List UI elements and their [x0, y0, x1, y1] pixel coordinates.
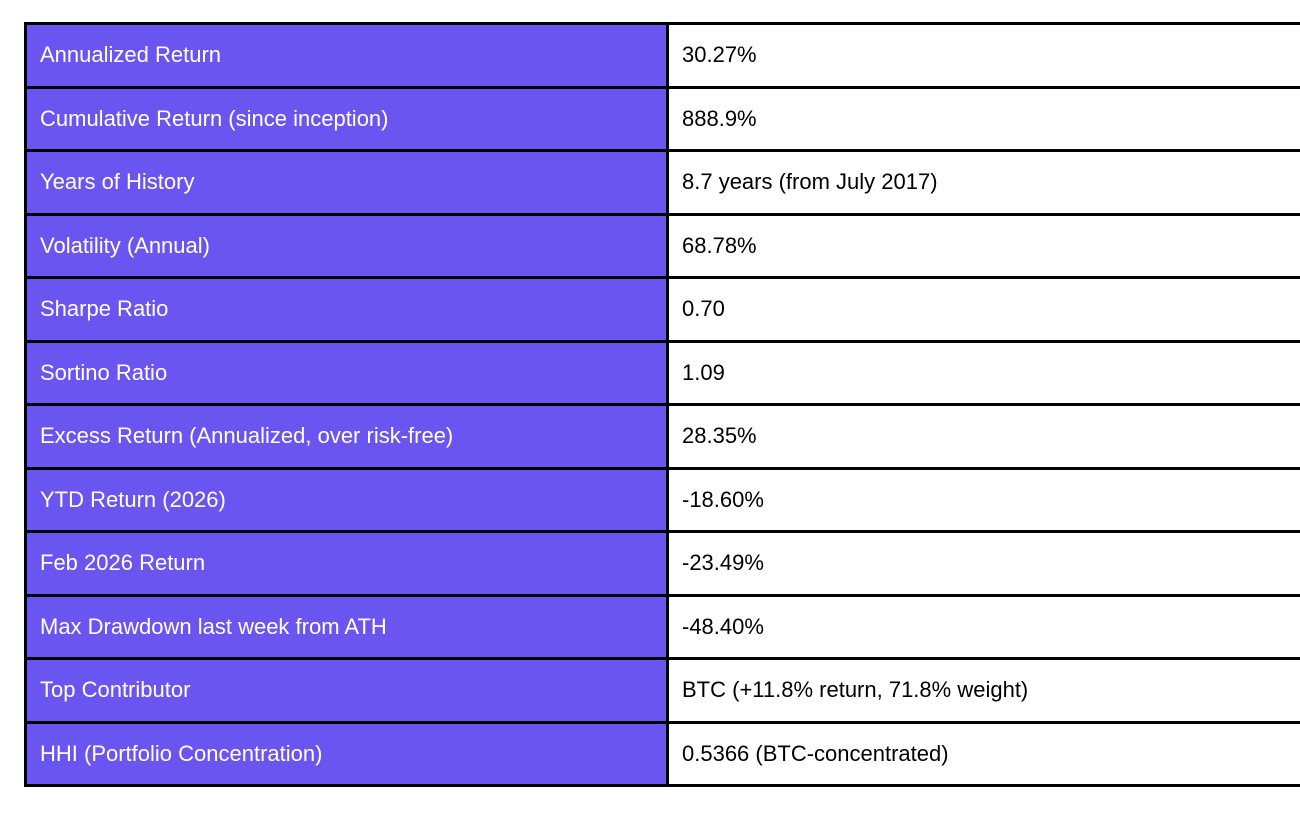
metric-label-cell: Sharpe Ratio — [24, 276, 669, 343]
metric-value-cell: 888.9% — [666, 85, 1300, 152]
metric-label-cell: Feb 2026 Return — [24, 530, 669, 597]
metric-value-cell: 0.70 — [666, 276, 1300, 343]
metric-label-cell: Cumulative Return (since inception) — [24, 85, 669, 152]
metric-value-cell: 8.7 years (from July 2017) — [666, 149, 1300, 216]
table-row: Cumulative Return (since inception) 888.9… — [24, 85, 1300, 152]
metric-label-cell: Sortino Ratio — [24, 339, 669, 406]
metric-value-cell: 0.5366 (BTC-concentrated) — [666, 720, 1300, 787]
table-row: Sharpe Ratio 0.70 — [24, 276, 1300, 343]
metric-label-cell: Years of History — [24, 149, 669, 216]
table-row: Top Contributor BTC (+11.8% return, 71.8%… — [24, 657, 1300, 724]
metrics-table-body: Annualized Return 30.27% Cumulative Return… — [24, 22, 1300, 787]
table-row: Excess Return (Annualized, over risk-fre… — [24, 403, 1300, 470]
metric-label-cell: HHI (Portfolio Concentration) — [24, 720, 669, 787]
metric-label-cell: Max Drawdown last week from ATH — [24, 593, 669, 660]
metric-label-cell: Excess Return (Annualized, over risk-fre… — [24, 403, 669, 470]
metric-value-cell: 30.27% — [666, 22, 1300, 89]
metric-value-cell: 1.09 — [666, 339, 1300, 406]
metric-label-cell: Top Contributor — [24, 657, 669, 724]
table-row: HHI (Portfolio Concentration) 0.5366 (BTC… — [24, 720, 1300, 787]
metric-value-cell: 28.35% — [666, 403, 1300, 470]
metric-value-cell: BTC (+11.8% return, 71.8% weight) — [666, 657, 1300, 724]
table-row: Years of History 8.7 years (from July 201… — [24, 149, 1300, 216]
metric-value-cell: -18.60% — [666, 466, 1300, 533]
metric-label-cell: Annualized Return — [24, 22, 669, 89]
table-row: Volatility (Annual) 68.78% — [24, 212, 1300, 279]
metric-label-cell: YTD Return (2026) — [24, 466, 669, 533]
table-row: YTD Return (2026) -18.60% — [24, 466, 1300, 533]
metric-label-cell: Volatility (Annual) — [24, 212, 669, 279]
table-row: Feb 2026 Return -23.49% — [24, 530, 1300, 597]
table-row: Sortino Ratio 1.09 — [24, 339, 1300, 406]
metric-value-cell: -23.49% — [666, 530, 1300, 597]
portfolio-metrics-table: Annualized Return 30.27% Cumulative Return… — [24, 22, 1300, 787]
table-row: Max Drawdown last week from ATH -48.40% — [24, 593, 1300, 660]
table-row: Annualized Return 30.27% — [24, 22, 1300, 89]
metrics-table-container: Annualized Return 30.27% Cumulative Return… — [24, 22, 1300, 787]
metric-value-cell: 68.78% — [666, 212, 1300, 279]
metric-value-cell: -48.40% — [666, 593, 1300, 660]
